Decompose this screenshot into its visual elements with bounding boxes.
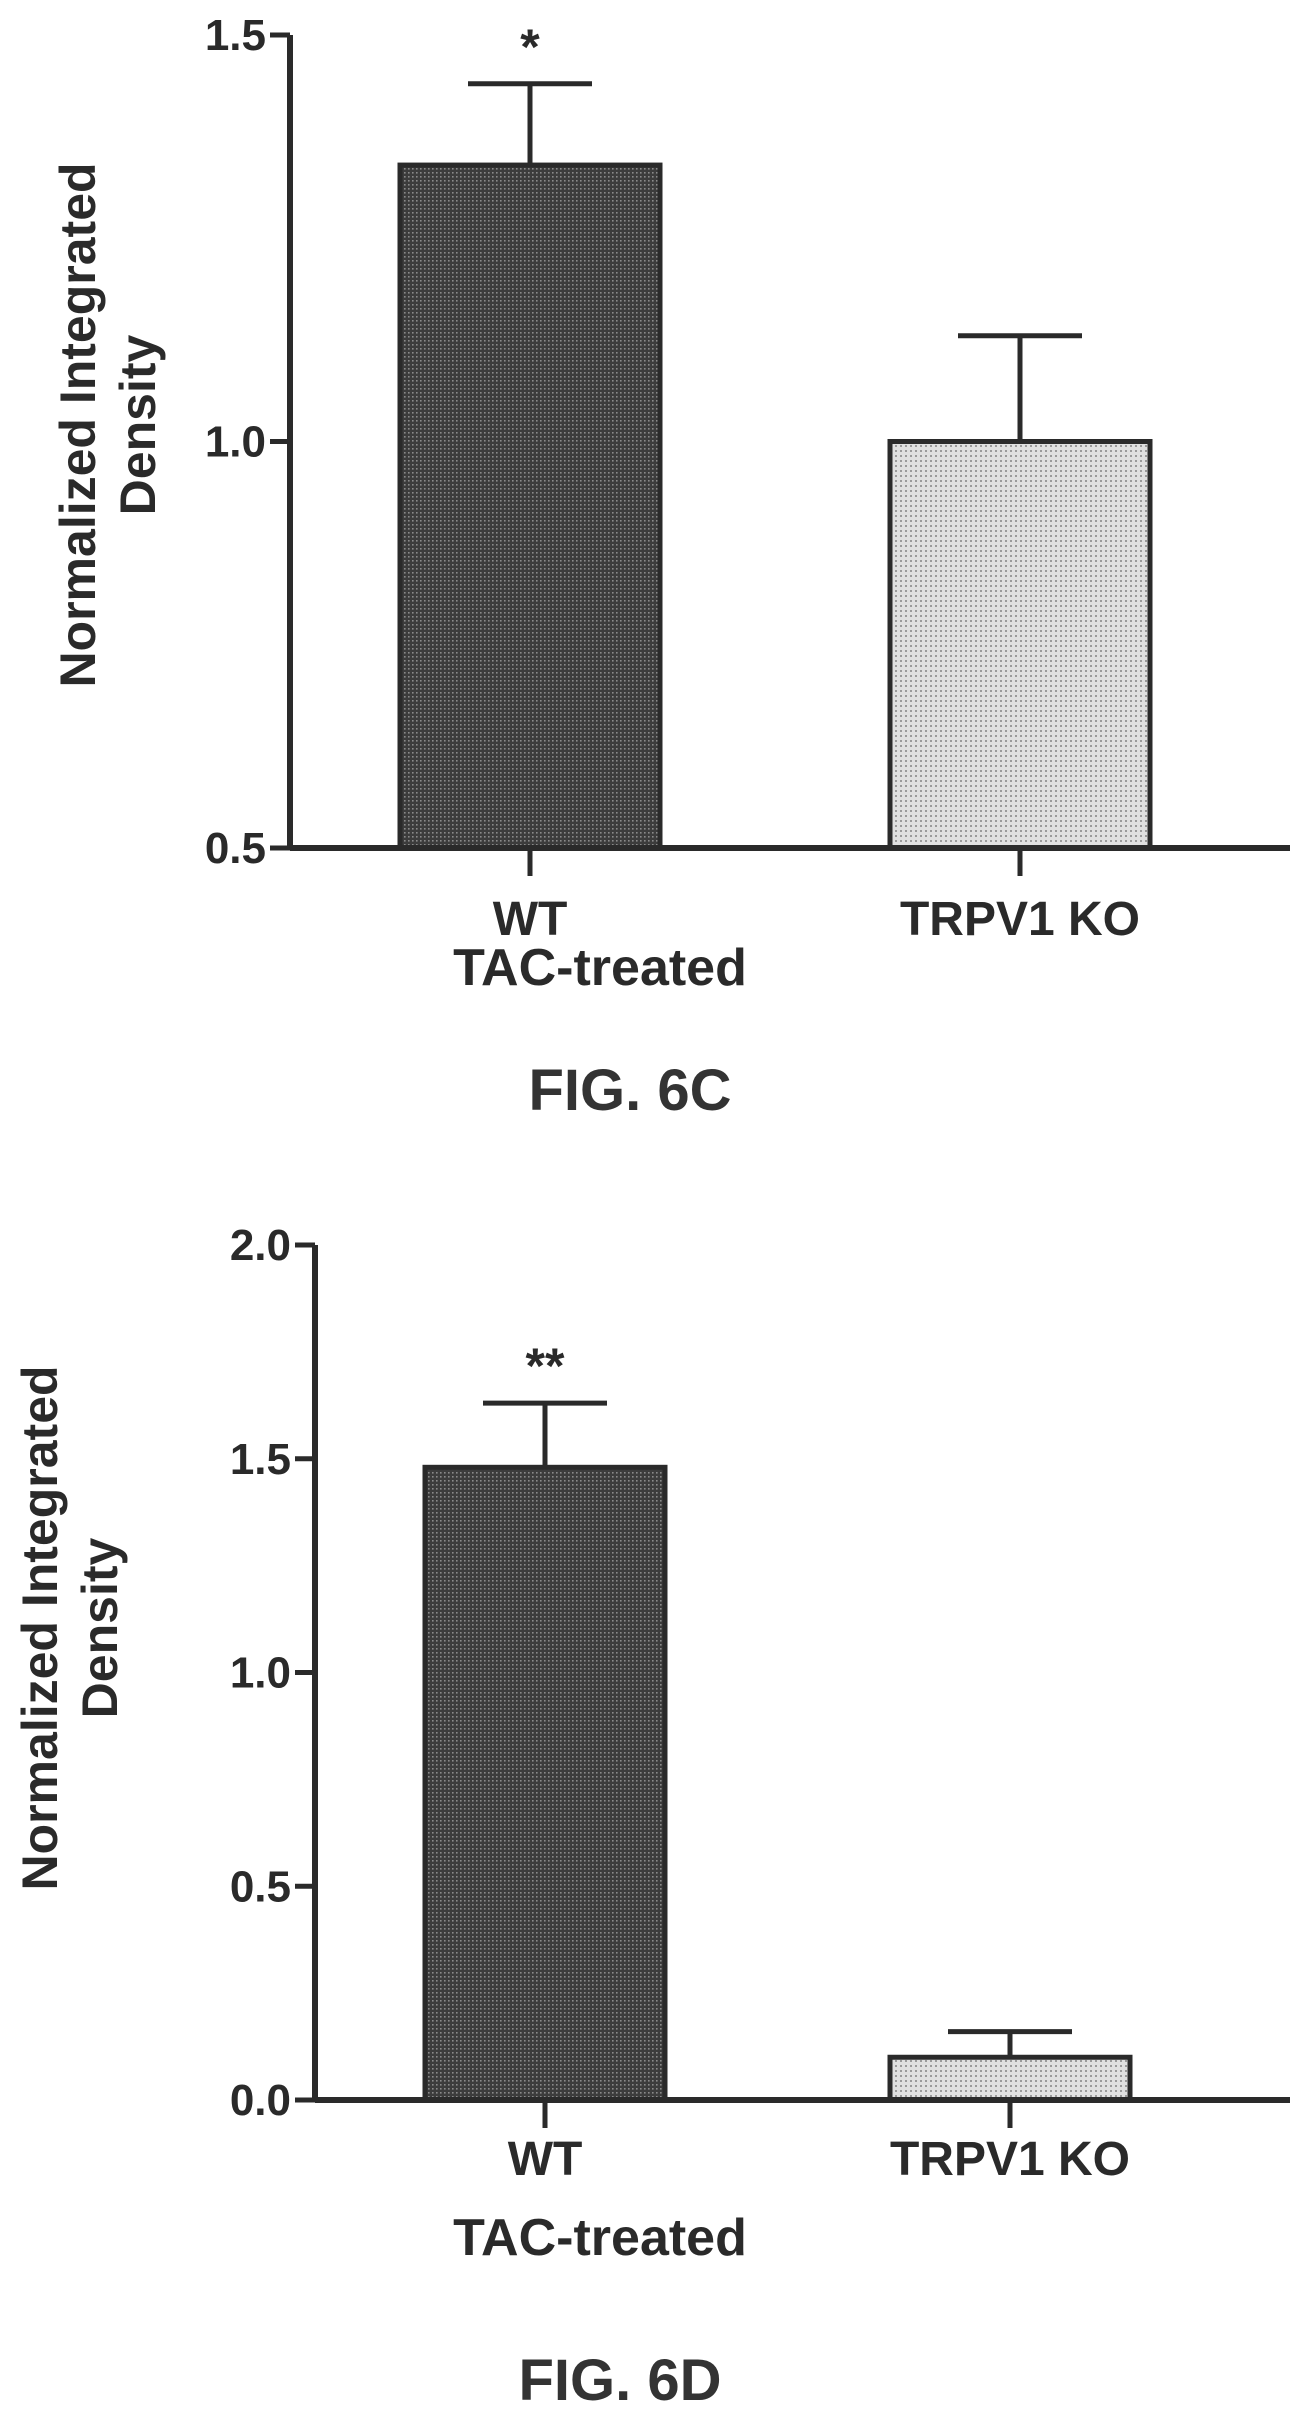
y-axis-title-line2: Density: [72, 1538, 128, 1719]
chart-6d-marks: ** WT TRPV1 KO 0.0 0.5 1.0 1.5 2.0: [230, 1221, 1290, 2186]
y-tick-label: 0.5: [230, 1862, 291, 1911]
x-axis-title: TAC-treated: [453, 2209, 747, 2267]
bar: [397, 162, 663, 851]
y-axis-title: Normalized Integrated Density: [50, 162, 166, 687]
figure-caption-6c: FIG. 6C: [528, 1058, 731, 1123]
bar: [887, 2054, 1133, 2103]
bar: [887, 439, 1153, 851]
figure-caption-6d: FIG. 6D: [518, 2348, 721, 2413]
y-tick-label: 1.5: [230, 1435, 291, 1484]
chart-6d: Normalized Integrated Density ** WT TRPV1 …: [12, 1221, 1290, 2413]
y-axis-title-line2: Density: [110, 335, 166, 516]
significance-marker: *: [520, 19, 540, 75]
x-axis-title: TAC-treated: [453, 939, 747, 997]
y-tick-label: 0.0: [230, 2076, 291, 2125]
y-axis-title-line1: Normalized Integrated: [12, 1365, 68, 1890]
x-tick-label: TRPV1 KO: [900, 893, 1140, 946]
chart-6c-marks: * WT TRPV1 KO 0.5 1.0 1.5: [205, 11, 1290, 946]
x-tick-label: TRPV1 KO: [890, 2133, 1130, 2186]
y-tick-label: 0.5: [205, 824, 266, 873]
y-tick-label: 1.0: [205, 418, 266, 467]
significance-marker: **: [526, 1338, 565, 1394]
y-tick-label: 2.0: [230, 1221, 291, 1270]
chart-6c: Normalized Integrated Density * WT TRPV1 K…: [50, 11, 1290, 1123]
y-axis-title-line1: Normalized Integrated: [50, 162, 106, 687]
x-tick-label: WT: [508, 2133, 583, 2186]
bar: [422, 1464, 668, 2103]
y-tick-label: 1.0: [230, 1649, 291, 1698]
y-tick-label: 1.5: [205, 11, 266, 60]
x-tick-label: WT: [493, 893, 568, 946]
y-axis-title: Normalized Integrated Density: [12, 1365, 128, 1890]
